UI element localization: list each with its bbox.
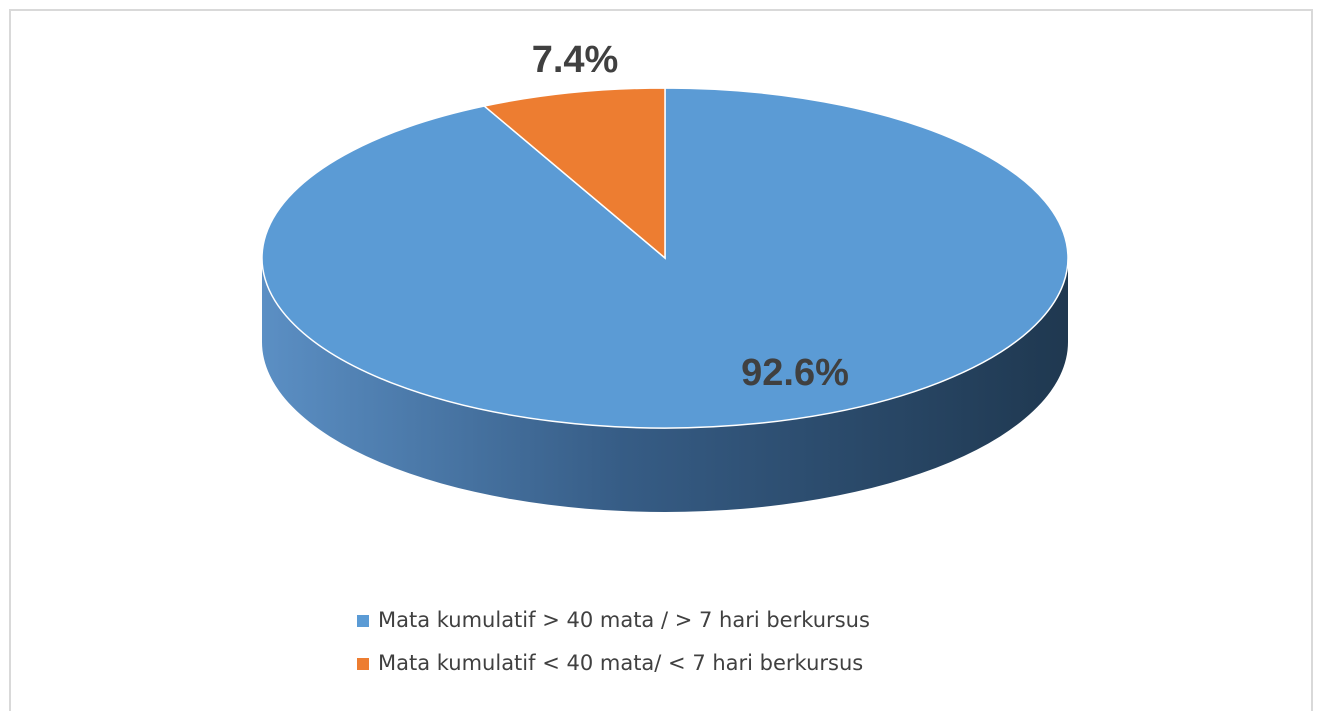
pie-side <box>262 258 1068 512</box>
legend-label: Mata kumulatif < 40 mata/ < 7 hari berku… <box>378 651 863 675</box>
pie-slice <box>482 87 666 260</box>
legend-swatch <box>357 615 369 627</box>
legend-label: Mata kumulatif > 40 mata / > 7 hari berk… <box>378 608 870 632</box>
data-label: 7.4% <box>532 39 619 81</box>
legend-swatch <box>357 658 369 670</box>
data-label: 92.6% <box>741 352 849 394</box>
